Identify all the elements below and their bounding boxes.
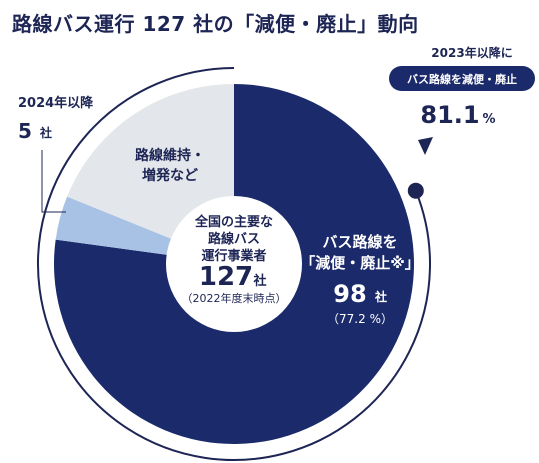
center-line3: 運行事業者 bbox=[201, 248, 266, 264]
after2024-heading: 2024年以降 bbox=[18, 95, 94, 111]
center-line2: 路線バス bbox=[208, 231, 260, 247]
reduce-pct: （77.2 %） bbox=[327, 312, 393, 326]
center-unit: 社 bbox=[252, 273, 266, 289]
maintain-label-line2: 増発など bbox=[142, 167, 198, 184]
reduce-label-line2: 「減便・廃止※」 bbox=[300, 254, 420, 272]
callout-unit: % bbox=[482, 112, 495, 127]
outer-arc-81 bbox=[37, 67, 431, 461]
center-circle bbox=[166, 196, 302, 332]
reduce-unit: 社 bbox=[374, 289, 387, 304]
after2024-unit: 社 bbox=[39, 125, 52, 140]
center-note: （2022年度末時点） bbox=[182, 291, 287, 305]
callout-heading: 2023年以降に bbox=[431, 45, 512, 60]
callout-pointer bbox=[418, 137, 433, 155]
after2024-leader bbox=[41, 150, 66, 213]
reduce-count: 98 bbox=[333, 280, 366, 308]
center-count: 127 bbox=[199, 262, 253, 292]
after2024-count: 5 bbox=[18, 119, 32, 143]
reduce-label-line1: バス路線を bbox=[322, 233, 397, 251]
arc-end-dot bbox=[407, 182, 424, 199]
center-line1: 全国の主要な bbox=[194, 214, 273, 230]
callout-badge-text: バス路線を減便・廃止 bbox=[407, 72, 517, 86]
callout-badge bbox=[389, 66, 535, 91]
callout-value: 81.1 bbox=[420, 101, 479, 129]
maintain-label-line1: 路線維持・ bbox=[135, 147, 205, 164]
page-title: 路線バス運行 127 社の「減便・廃止」動向 bbox=[12, 12, 419, 36]
